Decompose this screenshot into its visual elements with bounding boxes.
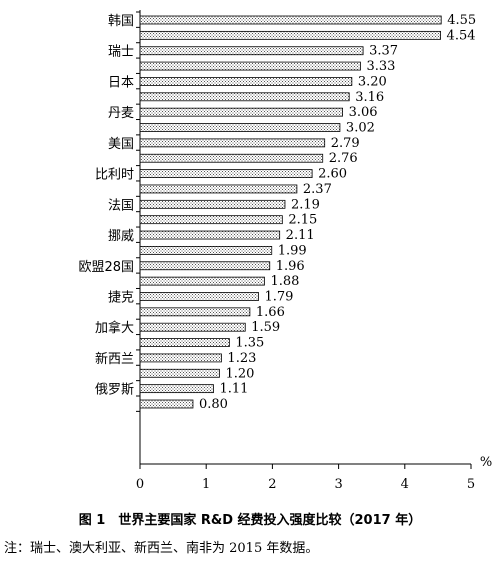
x-tick-label: 0 [136,477,144,492]
category-label: 美国 [108,137,134,152]
bar [139,353,222,363]
bar [139,61,361,71]
bar [139,30,441,40]
value-label: 1.66 [256,305,285,320]
bar [139,399,194,409]
bar [139,107,343,117]
value-label: 2.19 [291,197,320,212]
bars-group: 4.55 韩国 4.54 3.37 瑞士 3.333.20 日本 3.163.06 丹麦 3.02… [78,13,476,412]
bar [139,338,230,347]
x-tick-label: 3 [334,477,342,492]
value-label: 3.33 [366,59,395,74]
category-label: 韩国 [108,14,134,29]
bar [139,92,350,102]
unit-label: % [480,455,492,470]
bar [139,46,364,56]
x-tick-label: 2 [268,477,276,492]
x-tick-label: 1 [202,477,210,492]
bar [139,261,271,271]
category-label: 加拿大 [95,320,134,336]
value-label: 1.11 [219,382,248,397]
category-label: 欧盟28国 [78,260,134,275]
value-label: 2.15 [288,213,317,228]
value-label: 2.76 [329,151,358,166]
category-label: 比利时 [95,168,134,183]
value-label: 4.54 [447,28,476,43]
category-label: 挪威 [108,229,134,244]
footnote: 注：瑞士、澳大利亚、新西兰、南非为 2015 年数据。 [4,541,319,556]
value-label: 3.06 [349,105,378,120]
bar [139,322,246,332]
bar [139,245,273,255]
value-label: 2.60 [318,167,347,182]
x-axis: 0 1 2 3 4 5% [136,10,492,492]
bar [139,77,353,86]
bar [139,138,326,148]
category-label: 捷克 [108,290,134,305]
value-label: 4.55 [447,13,476,28]
bar [139,276,265,286]
bar [139,169,313,179]
bar [139,153,324,163]
category-label: 法国 [108,198,134,213]
bar [139,307,251,317]
value-label: 1.79 [264,289,293,304]
bar [139,184,298,194]
bar [139,384,214,394]
bar [139,199,286,209]
value-label: 3.16 [355,90,384,105]
value-label: 3.20 [358,74,387,89]
bar [139,215,283,225]
value-label: 0.80 [199,397,228,412]
value-label: 1.88 [270,274,299,289]
chart-title: 图 1 世界主要国家 R&D 经费投入强度比较（2017 年） [78,513,422,528]
value-label: 3.02 [346,121,375,136]
chart-canvas: 4.55 韩国 4.54 3.37 瑞士 3.333.20 日本 3.163.06 丹麦 3.02… [78,10,492,492]
value-label: 2.79 [331,136,360,151]
value-label: 1.23 [227,351,256,366]
value-label: 1.96 [276,259,305,274]
category-label: 丹麦 [108,106,134,121]
value-label: 3.37 [369,44,398,59]
category-label: 俄罗斯 [95,383,134,398]
value-label: 1.20 [225,366,254,381]
x-tick-label: 5 [467,477,475,492]
category-label: 日本 [108,75,134,90]
bar [139,292,259,301]
value-label: 2.37 [303,182,332,197]
bar [139,230,281,240]
value-label: 1.35 [235,336,264,351]
value-label: 2.11 [286,228,315,243]
bar [139,15,442,25]
x-tick-label: 4 [401,477,409,492]
value-label: 1.99 [278,243,307,258]
bar [139,368,220,378]
category-label: 瑞士 [108,45,134,60]
bar [139,123,341,132]
category-label: 新西兰 [95,351,134,367]
value-label: 1.59 [251,320,280,335]
